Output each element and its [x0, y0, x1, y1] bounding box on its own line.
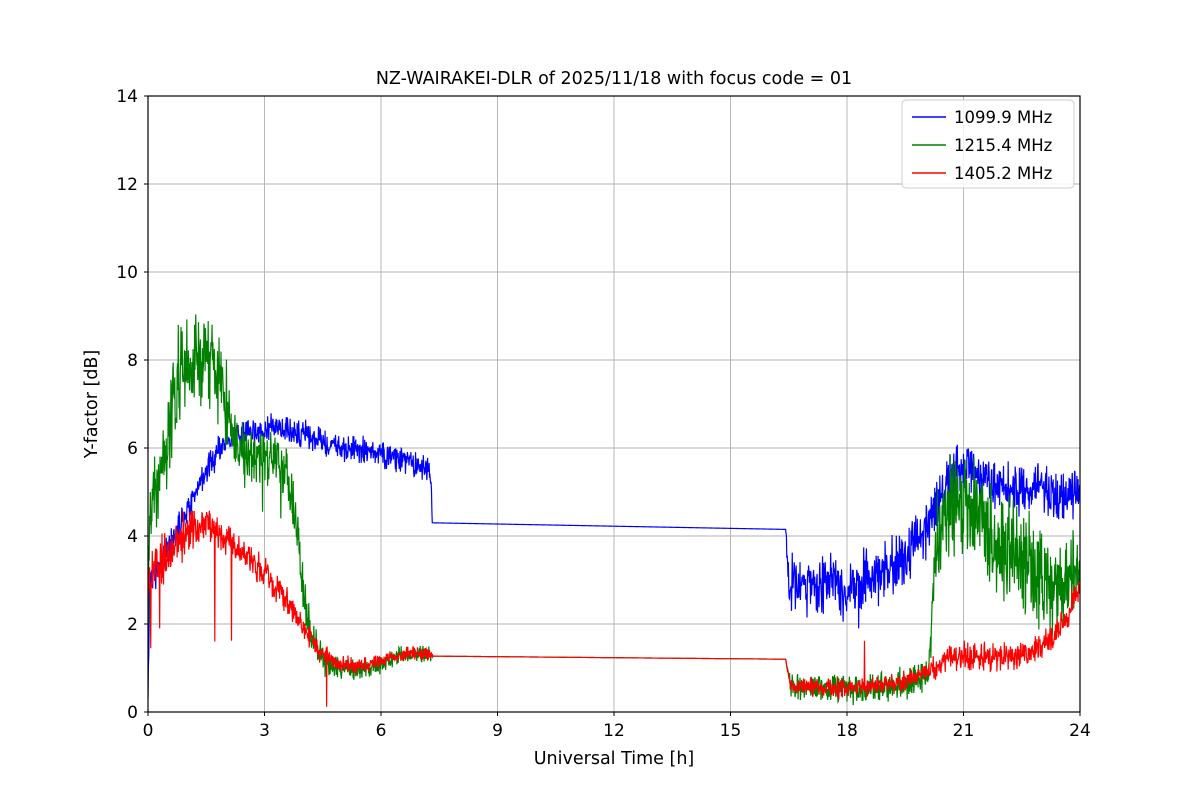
- x-tick-label: 9: [492, 721, 503, 741]
- legend-box: [901, 99, 1075, 189]
- x-axis-label: Universal Time [h]: [534, 749, 694, 769]
- series-line-1099-9-mhz: [148, 413, 1080, 699]
- y-tick-label: 2: [127, 615, 138, 635]
- y-tick-label: 6: [127, 439, 138, 459]
- series-line-1405-2-mhz: [148, 510, 1080, 707]
- y-tick-label: 12: [116, 175, 138, 195]
- x-tick-label: 15: [720, 721, 742, 741]
- legend-entry-label: 1405.2 MHz: [954, 164, 1052, 183]
- y-tick-label: 0: [127, 703, 138, 723]
- y-tick-label: 14: [116, 87, 138, 107]
- legend-entry-label: 1215.4 MHz: [954, 136, 1052, 155]
- y-tick-label: 4: [127, 527, 138, 547]
- x-tick-label: 18: [836, 721, 858, 741]
- x-tick-label: 0: [143, 721, 154, 741]
- plot-border: [147, 95, 1081, 713]
- chart-title: NZ-WAIRAKEI-DLR of 2025/11/18 with focus…: [376, 69, 852, 89]
- y-axis-label: Y-factor [dB]: [82, 350, 102, 460]
- x-tick-label: 24: [1069, 721, 1091, 741]
- legend-entry-label: 1099.9 MHz: [954, 108, 1052, 127]
- x-tick-label: 12: [603, 721, 625, 741]
- y-tick-label: 10: [116, 263, 138, 283]
- x-tick-label: 3: [259, 721, 270, 741]
- x-tick-label: 6: [376, 721, 387, 741]
- y-tick-label: 8: [127, 351, 138, 371]
- x-tick-label: 21: [953, 721, 975, 741]
